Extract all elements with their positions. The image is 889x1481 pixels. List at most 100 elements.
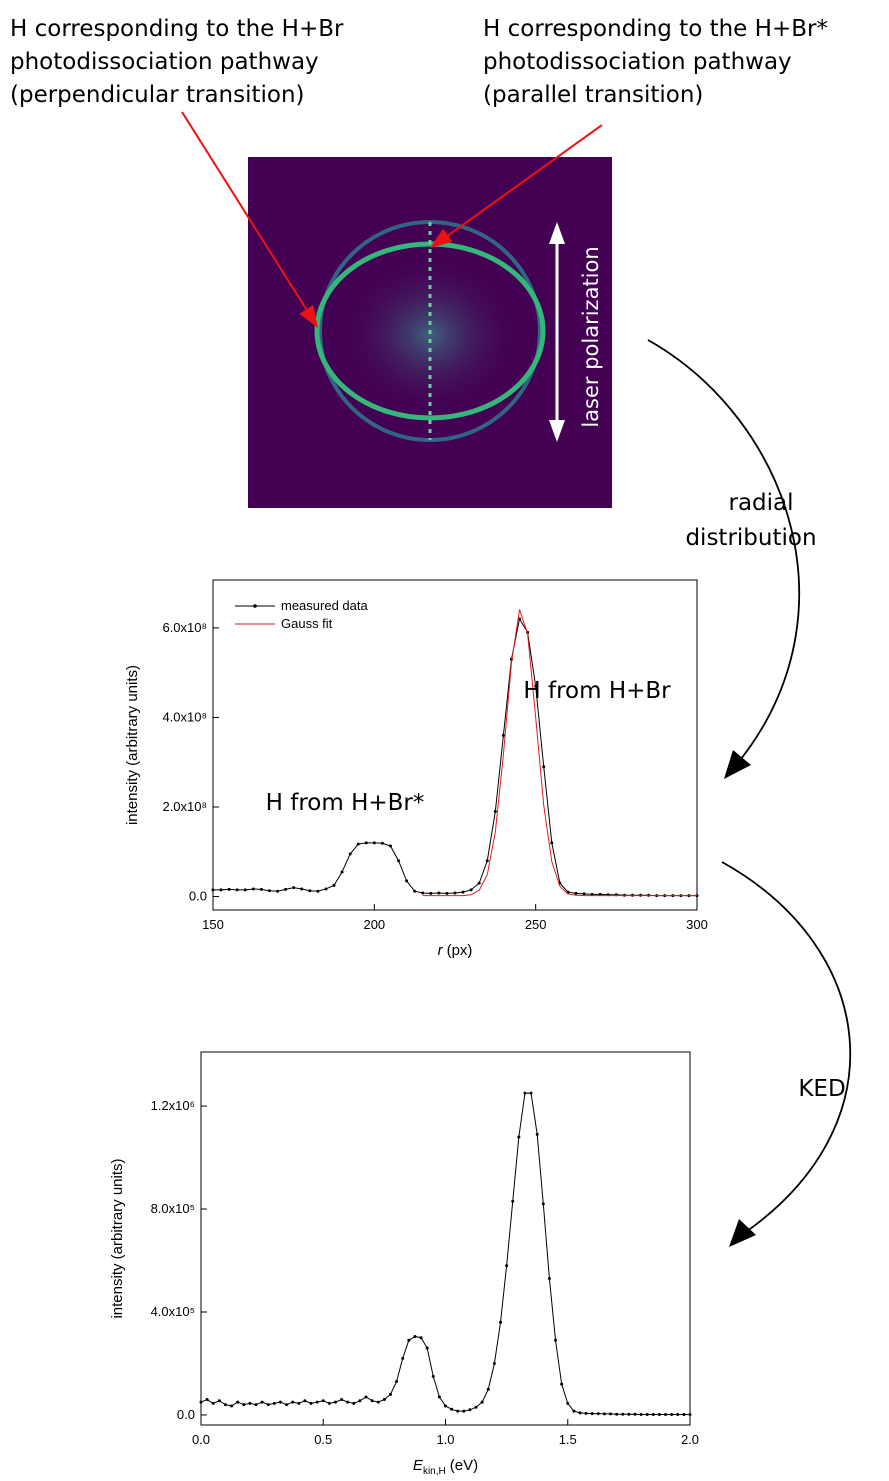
data-point bbox=[585, 1412, 588, 1415]
label-line: H corresponding to the H+Br* bbox=[483, 16, 828, 42]
data-point bbox=[371, 1399, 374, 1402]
y-tick-label: 4.0x10⁸ bbox=[162, 709, 207, 724]
x-axis-label: Ekin,H(eV) bbox=[413, 1457, 478, 1477]
data-point bbox=[560, 1383, 563, 1386]
data-point bbox=[475, 1406, 478, 1409]
data-point bbox=[292, 886, 295, 889]
flow-arrows: radial distribution KED bbox=[648, 340, 850, 1247]
y-tick-label: 2.0x10⁸ bbox=[162, 799, 207, 814]
data-point bbox=[499, 1321, 502, 1324]
data-point bbox=[420, 1336, 423, 1339]
data-point bbox=[511, 1200, 514, 1203]
data-point bbox=[365, 1395, 368, 1398]
data-point bbox=[300, 887, 303, 890]
data-point bbox=[523, 1092, 526, 1095]
data-point bbox=[340, 1398, 343, 1401]
data-point bbox=[389, 1393, 392, 1396]
x-tick-label: 1.0 bbox=[436, 1432, 454, 1447]
top-left-label: H corresponding to the H+Br photodissoci… bbox=[10, 16, 344, 108]
data-point bbox=[445, 892, 448, 895]
legend-marker bbox=[253, 604, 257, 608]
data-point bbox=[481, 1401, 484, 1404]
data-point bbox=[493, 1362, 496, 1365]
data-point bbox=[242, 1403, 245, 1406]
series-line bbox=[201, 1093, 690, 1414]
data-point bbox=[346, 1401, 349, 1404]
data-point bbox=[248, 1402, 251, 1405]
data-point bbox=[316, 1401, 319, 1404]
data-point bbox=[450, 1408, 453, 1411]
data-point bbox=[517, 1135, 520, 1138]
data-point bbox=[212, 1402, 215, 1405]
data-point bbox=[268, 889, 271, 892]
data-point bbox=[640, 1413, 643, 1416]
data-point bbox=[228, 888, 231, 891]
data-point bbox=[218, 1399, 221, 1402]
data-point bbox=[658, 1413, 661, 1416]
y-tick-label: 1.2x10⁶ bbox=[151, 1098, 195, 1113]
data-point bbox=[426, 1347, 429, 1350]
data-point bbox=[502, 734, 505, 737]
data-point bbox=[324, 887, 327, 890]
data-point bbox=[206, 1398, 209, 1401]
data-point bbox=[224, 1403, 227, 1406]
data-point bbox=[352, 1402, 355, 1405]
data-point bbox=[297, 1402, 300, 1405]
y-axis-label: intensity (arbitrary units) bbox=[109, 1158, 126, 1318]
data-point bbox=[405, 879, 408, 882]
y-tick-label: 0.0 bbox=[177, 1407, 195, 1422]
data-point bbox=[285, 1403, 288, 1406]
annotation: H from H+Br* bbox=[266, 790, 425, 816]
data-point bbox=[633, 1413, 636, 1416]
series-line bbox=[213, 619, 697, 896]
data-point bbox=[670, 1413, 673, 1416]
data-point bbox=[609, 1412, 612, 1415]
data-point bbox=[542, 765, 545, 768]
data-point bbox=[429, 892, 432, 895]
data-point bbox=[487, 1388, 490, 1391]
data-point bbox=[470, 888, 473, 891]
data-point bbox=[316, 890, 319, 893]
label-line: photodissociation pathway bbox=[483, 49, 792, 75]
data-point bbox=[597, 1412, 600, 1415]
data-point bbox=[308, 889, 311, 892]
data-point bbox=[646, 1413, 649, 1416]
data-point bbox=[279, 1401, 282, 1404]
data-point bbox=[252, 887, 255, 890]
x-label-unit: (eV) bbox=[450, 1457, 478, 1474]
arrowhead bbox=[729, 1219, 756, 1247]
data-point bbox=[373, 841, 376, 844]
data-point bbox=[230, 1404, 233, 1407]
data-point bbox=[572, 1410, 575, 1413]
x-tick-label: 200 bbox=[363, 917, 385, 932]
y-tick-label: 0.0 bbox=[189, 889, 207, 904]
x-tick-label: 0.5 bbox=[314, 1432, 332, 1447]
data-point bbox=[413, 1335, 416, 1338]
data-point bbox=[358, 1399, 361, 1402]
data-point bbox=[244, 888, 247, 891]
data-point bbox=[377, 1401, 380, 1404]
flow-label: radial bbox=[728, 490, 793, 516]
data-point bbox=[578, 1411, 581, 1414]
data-point bbox=[462, 1410, 465, 1413]
y-tick-label: 8.0x10⁵ bbox=[151, 1201, 195, 1216]
label-line: photodissociation pathway bbox=[10, 49, 319, 75]
data-point bbox=[401, 1357, 404, 1360]
data-point bbox=[454, 891, 457, 894]
label-line: H corresponding to the H+Br bbox=[10, 16, 344, 42]
data-point bbox=[621, 1413, 624, 1416]
data-point bbox=[575, 892, 578, 895]
data-point bbox=[486, 859, 489, 862]
curved-arrow bbox=[722, 862, 850, 1238]
data-point bbox=[468, 1408, 471, 1411]
flow-label: KED bbox=[798, 1076, 845, 1102]
data-point bbox=[615, 1413, 618, 1416]
data-point bbox=[284, 888, 287, 891]
data-point bbox=[591, 1412, 594, 1415]
arrowhead bbox=[724, 750, 751, 779]
data-point bbox=[603, 1412, 606, 1415]
x-label-subscript: kin,H bbox=[423, 1466, 446, 1477]
x-tick-label: 0.0 bbox=[192, 1432, 210, 1447]
x-tick-label: 150 bbox=[202, 917, 224, 932]
data-point bbox=[341, 870, 344, 873]
